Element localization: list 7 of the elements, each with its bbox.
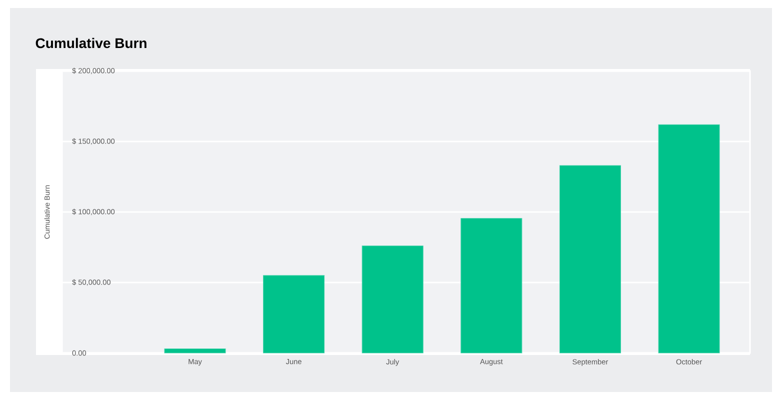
bar: [263, 275, 325, 354]
bar: [658, 124, 720, 354]
bar: [460, 218, 522, 354]
bar: [362, 246, 424, 354]
bar: [164, 348, 226, 354]
chart-title: Cumulative Burn: [36, 38, 146, 48]
bar: [559, 165, 621, 354]
